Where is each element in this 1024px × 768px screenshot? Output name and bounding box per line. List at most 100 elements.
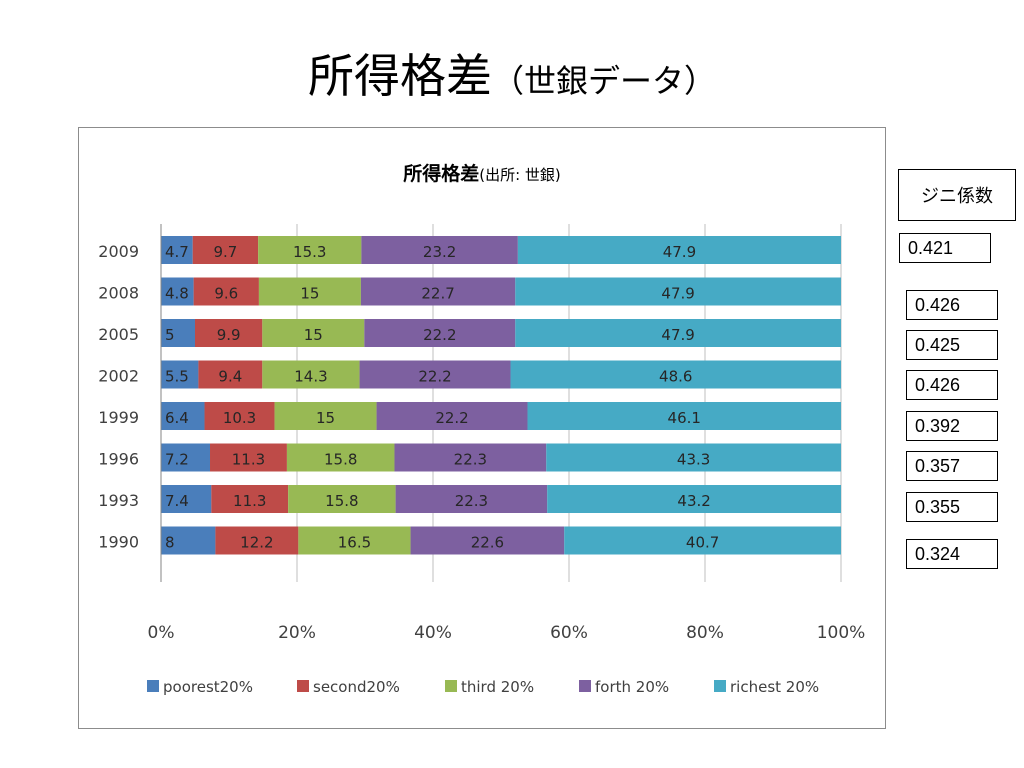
gini-value-1996: 0.357: [906, 451, 998, 481]
category-label: 1999: [98, 408, 139, 427]
bar-segment: [360, 277, 516, 306]
gini-value-1999: 0.392: [906, 411, 998, 441]
data-label: 23.2: [423, 243, 456, 261]
gini-value-2008: 0.426: [906, 290, 998, 320]
bar-segment: [395, 485, 548, 513]
bar-segment: [546, 443, 841, 472]
bar-segment: [161, 526, 216, 555]
bar-segment: [262, 360, 360, 389]
bar-segment: [161, 236, 193, 264]
data-label: 15: [300, 285, 319, 303]
slide-title-main: 所得格差: [307, 49, 492, 103]
gini-header: ジニ係数: [898, 169, 1016, 221]
chart-title-suffix: (出所: 世銀): [479, 166, 561, 184]
data-label: 9.6: [214, 285, 238, 303]
data-label: 22.6: [471, 534, 504, 552]
data-label: 22.3: [455, 492, 488, 510]
category-label: 2009: [98, 242, 139, 261]
legend-label: richest 20%: [730, 678, 819, 696]
x-tick-label: 100%: [817, 623, 866, 643]
bar-segment: [286, 443, 395, 472]
data-label: 5: [165, 326, 175, 344]
legend-swatch: [147, 680, 159, 692]
stacked-bar-chart: 所得格差(出所: 世銀) 4.7 9.7 15.3 23.2 47.9 2009 4.8 9.6…: [98, 162, 866, 696]
data-label: 7.2: [165, 451, 189, 469]
data-label: 22.2: [435, 409, 468, 427]
legend-swatch: [445, 680, 457, 692]
bar-segment: [210, 443, 287, 472]
data-label: 4.7: [165, 243, 189, 261]
data-label: 4.8: [165, 285, 189, 303]
bar-segment: [161, 443, 211, 472]
bar-segment: [364, 319, 516, 347]
x-tick-label: 40%: [414, 623, 452, 643]
category-label: 1990: [98, 533, 139, 552]
bar-segment: [211, 485, 289, 513]
chart-frame: 所得格差(出所: 世銀) 4.7 9.7 15.3 23.2 47.9 2009 4.8 9.6…: [78, 127, 886, 729]
bar-segment: [204, 402, 275, 430]
bar-segment: [198, 360, 263, 389]
data-label: 9.9: [217, 326, 241, 344]
gini-value-2005: 0.425: [906, 330, 998, 360]
gini-value-1993: 0.355: [906, 492, 998, 522]
data-label: 8: [165, 534, 175, 552]
bar-segment: [258, 277, 361, 306]
bar-segment: [288, 485, 396, 513]
bar-segment: [215, 526, 299, 555]
data-label: 22.3: [454, 451, 487, 469]
slide-title-sub: （世銀データ）: [491, 62, 716, 100]
data-label: 15.8: [324, 451, 357, 469]
chart-title: 所得格差(出所: 世銀): [403, 162, 561, 185]
legend-label: forth 20%: [595, 678, 669, 696]
bar-segment: [161, 277, 194, 306]
data-label: 7.4: [165, 492, 189, 510]
data-label: 15: [304, 326, 323, 344]
legend-label: second20%: [313, 678, 400, 696]
bar-segment: [564, 526, 841, 555]
bar-segment: [298, 526, 411, 555]
data-label: 12.2: [240, 534, 273, 552]
data-label: 22.2: [423, 326, 456, 344]
gini-value-1990: 0.324: [906, 539, 998, 569]
data-label: 11.3: [233, 492, 266, 510]
bar-segment: [517, 236, 841, 264]
category-label: 2005: [98, 325, 139, 344]
data-label: 47.9: [661, 326, 694, 344]
bar-segment: [510, 360, 841, 389]
data-label: 15.3: [293, 243, 326, 261]
bar-segment: [274, 402, 377, 430]
data-label: 22.2: [418, 368, 451, 386]
bar-segment: [161, 319, 195, 347]
bar-segment: [262, 319, 365, 347]
data-label: 9.4: [218, 368, 242, 386]
bar-segment: [161, 402, 205, 430]
bar-segment: [193, 277, 259, 306]
legend-label: poorest20%: [163, 678, 253, 696]
data-label: 46.1: [668, 409, 701, 427]
bar-segment: [376, 402, 528, 430]
x-tick-label: 60%: [550, 623, 588, 643]
data-label: 43.3: [677, 451, 710, 469]
legend-swatch: [714, 680, 726, 692]
bar-segment: [527, 402, 841, 430]
gini-value-2002: 0.426: [906, 370, 998, 400]
bar-segment: [410, 526, 565, 555]
bar-segment: [258, 236, 362, 264]
data-label: 47.9: [663, 243, 696, 261]
category-label: 1996: [98, 450, 139, 469]
bar-segment: [161, 485, 212, 513]
category-label: 2008: [98, 284, 139, 303]
bar-segment: [192, 236, 259, 264]
x-tick-label: 0%: [148, 623, 175, 643]
bar-segment: [515, 319, 841, 347]
data-label: 15: [316, 409, 335, 427]
data-label: 5.5: [165, 368, 189, 386]
data-label: 22.7: [421, 285, 454, 303]
bar-segment: [515, 277, 841, 306]
chart-title-main: 所得格差: [403, 162, 479, 185]
x-tick-label: 20%: [278, 623, 316, 643]
legend-swatch: [579, 680, 591, 692]
data-label: 48.6: [659, 368, 692, 386]
legend-label: third 20%: [461, 678, 534, 696]
data-label: 47.9: [661, 285, 694, 303]
